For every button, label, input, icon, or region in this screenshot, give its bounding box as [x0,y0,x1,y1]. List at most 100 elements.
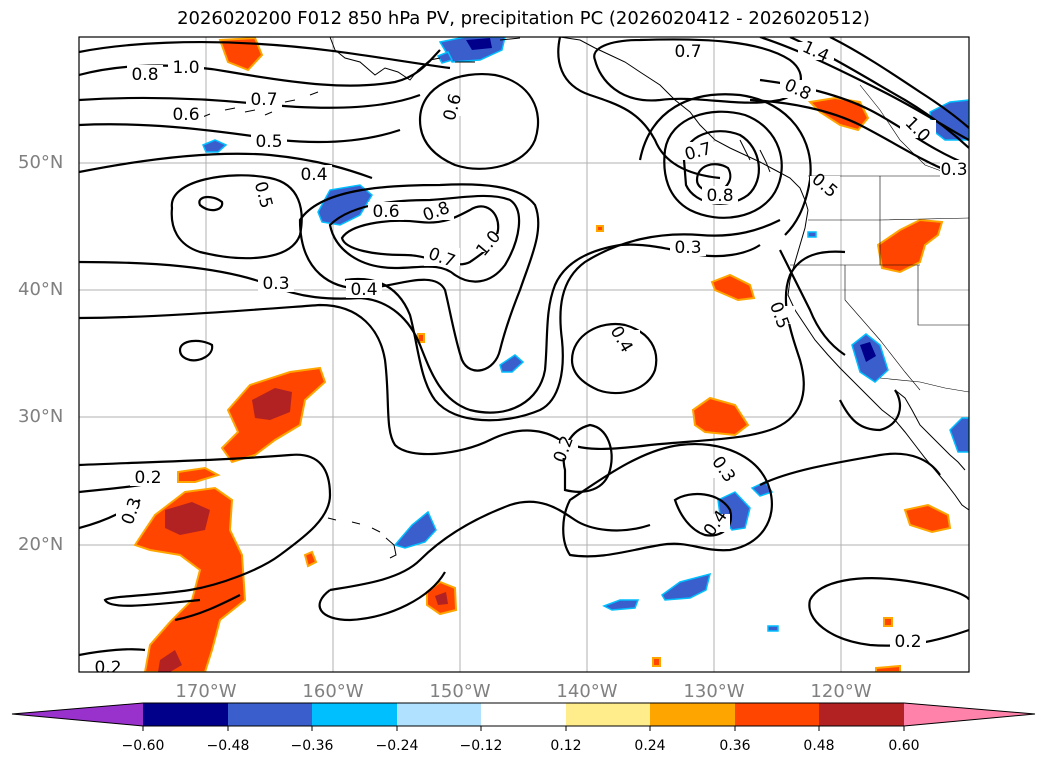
colorbar-tick-label: 0.24 [634,738,666,754]
coastline-hawaii [327,517,397,559]
map-border [78,36,970,673]
pv-contour [340,205,500,266]
precip-patch [303,550,318,568]
precip-patch [218,37,264,72]
lon-label: 140°W [556,681,618,702]
pv-contour [759,37,969,141]
colorbar-bin [819,703,904,726]
contour-label: 0.7 [250,90,277,110]
pv-contour [79,453,332,607]
precip-patch [499,354,525,373]
pv-contour [570,322,658,395]
colorbar-tick-label: −0.48 [206,738,250,754]
contour-label: 0.6 [372,202,399,222]
contour-label: 1.0 [172,58,199,78]
pv-contour [562,443,773,558]
pv-contour [329,500,651,592]
border-ca-nv [844,265,921,391]
contour-label: 0.7 [674,42,701,62]
colorbar-tick-label: 0.48 [803,738,835,754]
precip-patch [252,388,292,420]
precip-patch [949,417,969,453]
contour-label: 0.8 [131,65,158,85]
precip-patch [710,273,756,302]
precip-patch [436,51,454,64]
colorbar-bin [481,703,566,726]
precip-patch [883,617,893,627]
precip-patch [903,503,952,534]
precip-patch [202,139,228,153]
border-us-mexico [879,377,969,393]
contour-label: 0.4 [350,280,377,300]
contour-label: 0.6 [172,105,199,125]
precip-negative [202,37,969,632]
contour-label: 0.3 [674,238,701,258]
contour-label: 0.2 [134,468,161,488]
pv-contour [695,163,732,194]
lat-label: 40°N [18,279,64,300]
precip-patch [133,486,247,672]
lat-label: 20°N [18,534,64,555]
precip-patch [393,510,437,549]
pv-contour [328,194,521,283]
pv-contour [198,195,224,212]
pv-contour [663,110,783,219]
precip-patch [876,218,944,274]
colorbar-bin [397,703,481,726]
colorbar-tick-label: −0.36 [290,738,334,754]
colorbar-bin [143,703,228,726]
precip-patch [691,396,750,437]
pv-contour [79,594,241,657]
pv-contour [557,37,721,180]
precip-patch [661,572,712,601]
precip-patch [466,38,492,50]
lon-label: 170°W [175,681,237,702]
precip-patch [807,231,817,238]
colorbar [11,702,1036,731]
pv-contour [638,93,812,236]
contour-label: 0.8 [706,186,733,206]
lon-label: 120°W [810,681,872,702]
precip-patch [435,592,448,605]
pv-contour [759,452,941,486]
pv-contour [808,577,969,647]
coastline-aleutians [199,91,319,119]
colorbar-tick-label: −0.60 [121,738,165,754]
pv-contour [318,571,446,622]
colorbar-extend-high [904,703,1035,726]
lon-label: 150°W [429,681,491,702]
colorbar-extend-low [12,703,143,726]
colorbar-ticks [142,726,905,731]
border-id [879,176,969,326]
precip-patch [875,664,901,672]
map-title: 2026020200 F012 850 hPa PV, precipitatio… [177,8,870,29]
colorbar-bin [228,703,312,726]
lon-label: 130°W [683,681,745,702]
coastline-haida [739,139,771,173]
precip-patch [177,466,221,483]
lat-label: 50°N [18,152,64,173]
pv-contour [779,249,846,356]
precip-patch [860,342,876,362]
precip-patch [317,184,373,226]
contour-label: 0.5 [255,132,282,152]
contour-label: 0.3 [262,274,289,294]
colorbar-bin [312,703,397,726]
coastline-alaska [329,37,809,211]
pv-contour [79,152,373,180]
border-bc [859,84,956,177]
lat-label: 30°N [18,406,64,427]
precip-patch [158,650,182,672]
colorbar-tick-label: 0.36 [719,738,751,754]
pv-contour [749,98,951,174]
colorbar-tick-label: −0.12 [459,738,503,754]
contour-label: 0.3 [940,160,967,180]
contour-label: 0.4 [300,165,327,185]
lon-label: 160°W [302,681,364,702]
precip-patch [652,657,661,667]
colorbar-tick-label: −0.24 [375,738,419,754]
contour-label: 0.2 [94,658,121,678]
pv-contour [344,219,781,422]
pv-contour [829,37,969,129]
precip-positive [133,37,952,672]
